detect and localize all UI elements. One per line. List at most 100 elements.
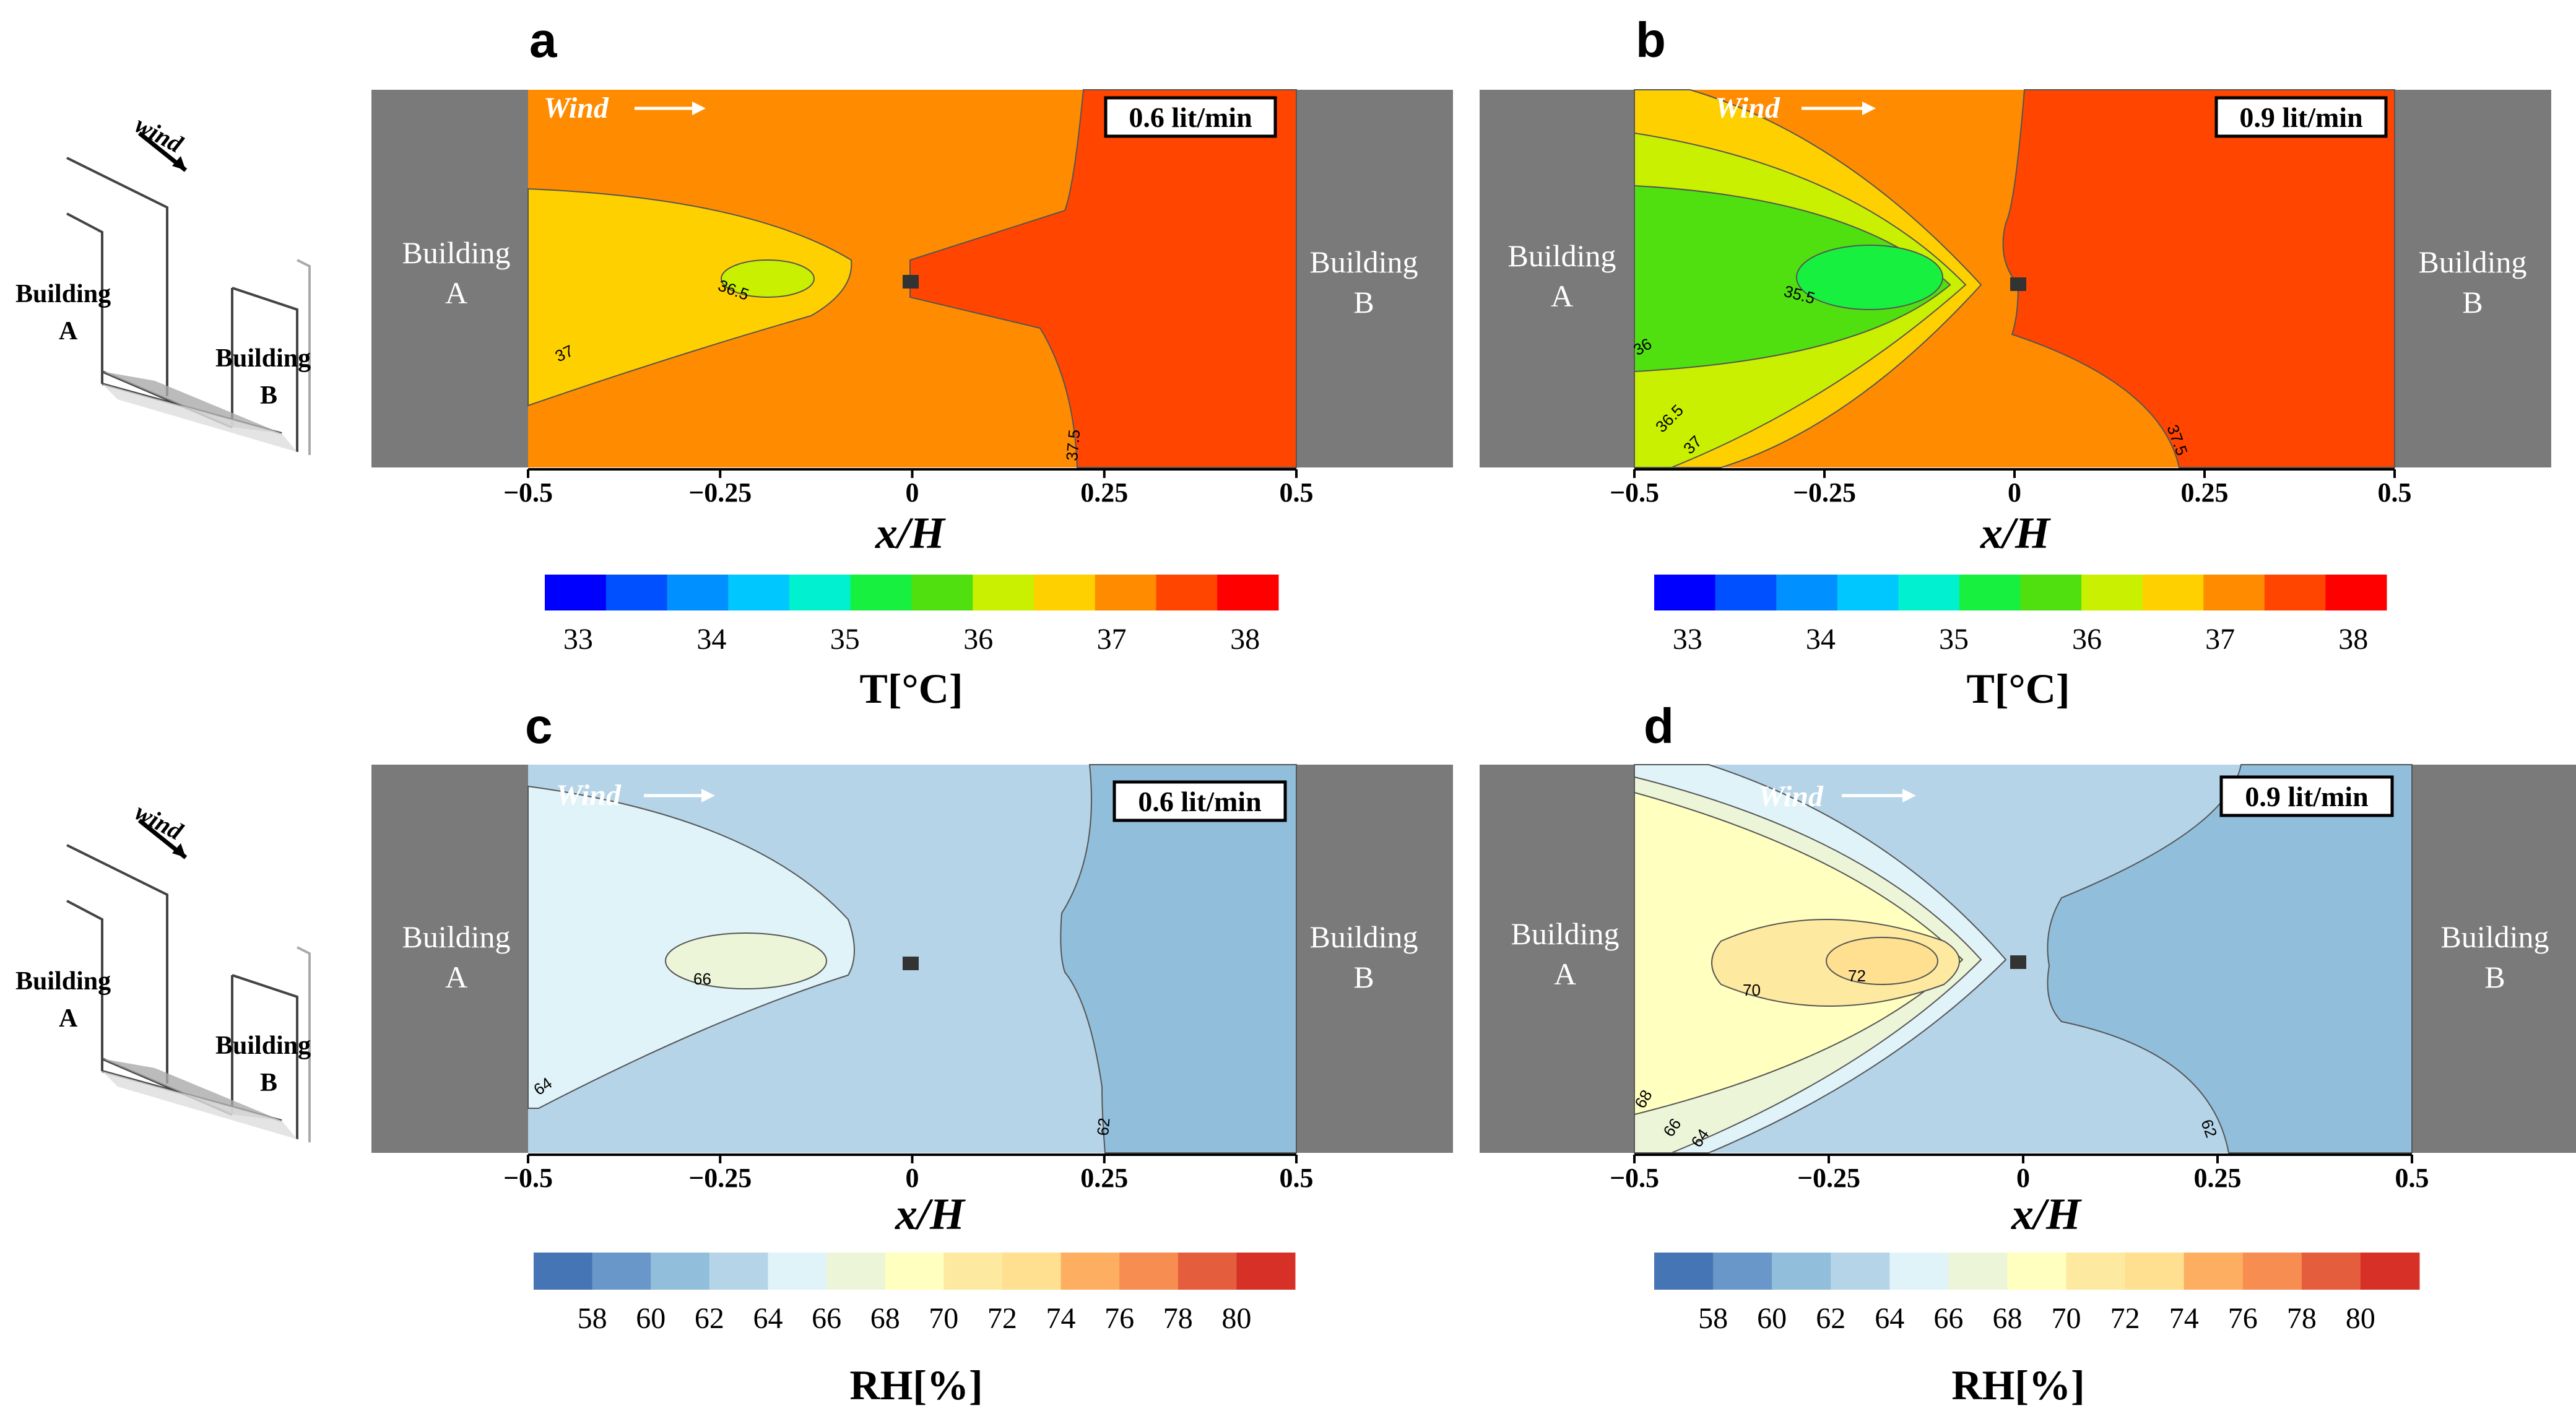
colorbar-swatch [2125,1253,2185,1290]
colorbar-swatch [2360,1253,2420,1290]
colorbar: 33 34 35 36 37 38 [545,575,1279,656]
contour-field: 36.5 37 37.5 [527,89,1297,468]
contour-region-moistest [665,932,827,989]
x-tick-label: 0 [906,477,919,508]
building-a-letter: A [445,960,467,994]
colorbar-swatch [789,575,851,610]
colorbar-tick-label: 80 [2346,1302,2375,1335]
colorbar-tick-label: 68 [1992,1302,2022,1335]
colorbar-tick-label: 76 [2228,1302,2258,1335]
flow-rate-box: 0.6 lit/min [1112,780,1287,822]
x-tick-label: 0.25 [2181,477,2229,508]
colorbar-swatch [1959,575,2021,610]
colorbar-swatch [651,1253,710,1290]
x-axis-ticks: −0.5 −0.25 0 0.25 0.5 [1610,1155,2429,1193]
colorbar-tick-label: 33 [563,623,593,656]
building-a-label: Building [402,919,510,954]
x-tick-label: 0.5 [1280,1163,1314,1193]
colorbar-swatch [2020,575,2082,610]
colorbar-swatch [1156,575,1218,610]
colorbar-tick-label: 78 [2287,1302,2317,1335]
flow-rate-label: 0.9 lit/min [2239,102,2362,133]
colorbar-swatch [2264,575,2326,610]
colorbar-label: RH[%] [849,1362,982,1409]
building-b-label: Building [1309,919,1418,954]
contour-region-hot [909,89,1297,468]
colorbar-swatch [1034,575,1096,610]
contour-label: 72 [1848,966,1866,985]
colorbar-swatch [2242,1253,2302,1290]
flow-rate-box: 0.9 lit/min [2219,775,2394,817]
colorbar-swatch [1119,1253,1179,1290]
x-tick-label: 0.25 [1080,477,1128,508]
colorbar-swatch [728,575,790,610]
colorbar: 33 34 35 36 37 38 [1654,575,2387,656]
colorbar-tick-label: 35 [1939,623,1969,656]
colorbar-swatch [1217,575,1279,610]
street-canyon-sketch-bottom: wind Building A Building B [15,797,311,1142]
colorbar-swatch [1889,1253,1949,1290]
colorbar-swatch [2325,575,2387,610]
colorbar-tick-label: 38 [2338,623,2368,656]
contour-field: 70 72 68 66 64 62 [1631,764,2413,1153]
colorbar-swatch [1095,575,1156,610]
colorbar-tick-label: 36 [963,623,993,656]
building-b-letter: B [1353,960,1374,994]
x-tick-label: 0.5 [2378,477,2412,508]
contour-region-moistest [1826,937,1938,985]
sketch-building-a-letter: A [59,1004,78,1033]
colorbar-swatch [1177,1253,1237,1290]
contour-region-dry [1060,764,1297,1153]
colorbar-swatch [1776,575,1838,610]
panel-a: a Building A Building B 36.5 37 37.5 Win… [371,12,1453,712]
colorbar-swatch [605,575,667,610]
colorbar-swatch [2184,1253,2244,1290]
nozzle-marker [2010,277,2026,291]
flow-rate-label: 0.6 lit/min [1129,102,1252,133]
colorbar-tick-label: 72 [2110,1302,2140,1335]
building-b-label: Building [1309,245,1418,279]
colorbar-swatch [973,575,1034,610]
wind-label: Wind [1715,92,1780,124]
colorbar-tick-label: 74 [1046,1302,1076,1335]
colorbar-tick-label: 68 [870,1302,900,1335]
x-tick-label: −0.25 [1793,477,1856,508]
building-a-label: Building [1507,238,1616,273]
colorbar-swatch [1948,1253,2008,1290]
panel-letter-a: a [529,12,557,67]
colorbar-tick-label: 70 [929,1302,958,1335]
building-b-label: Building [2418,245,2526,279]
x-tick-label: 0.25 [1080,1163,1128,1193]
colorbar-swatch [1236,1253,1296,1290]
colorbar-tick-label: 78 [1163,1302,1193,1335]
colorbar-swatch [667,575,729,610]
colorbar-swatch [826,1253,886,1290]
sketch-building-a-letter: A [59,317,78,345]
sketch-building-a-label: Building [15,967,111,996]
nozzle-marker [2010,955,2026,969]
colorbar-tick-label: 37 [2205,623,2235,656]
colorbar-tick-label: 37 [1097,623,1127,656]
building-b-block [2395,90,2551,467]
contour-region-cool [1634,185,1951,373]
colorbar-label: T[°C] [1967,665,2070,712]
colorbar-tick-label: 64 [1875,1302,1904,1335]
colorbar-swatch [1654,575,1716,610]
building-a-block [1480,90,1634,467]
x-tick-label: 0.25 [2194,1163,2242,1193]
contour-region-dry [2047,764,2413,1153]
contour-label: 62 [1093,1117,1113,1136]
colorbar-tick-label: 62 [1816,1302,1845,1335]
colorbar-label: T[°C] [860,665,963,712]
flow-rate-label: 0.6 lit/min [1138,786,1261,817]
x-tick-label: −0.25 [688,477,752,508]
panel-letter-b: b [1636,12,1666,67]
colorbar-tick-label: 80 [1221,1302,1251,1335]
colorbar-tick-label: 60 [636,1302,666,1335]
colorbar-tick-label: 34 [1806,623,1836,656]
contour-label: 70 [1743,981,1761,999]
colorbar-swatch [768,1253,827,1290]
x-axis-label: x/H [895,1189,966,1239]
wind-label: Wind [544,92,609,124]
